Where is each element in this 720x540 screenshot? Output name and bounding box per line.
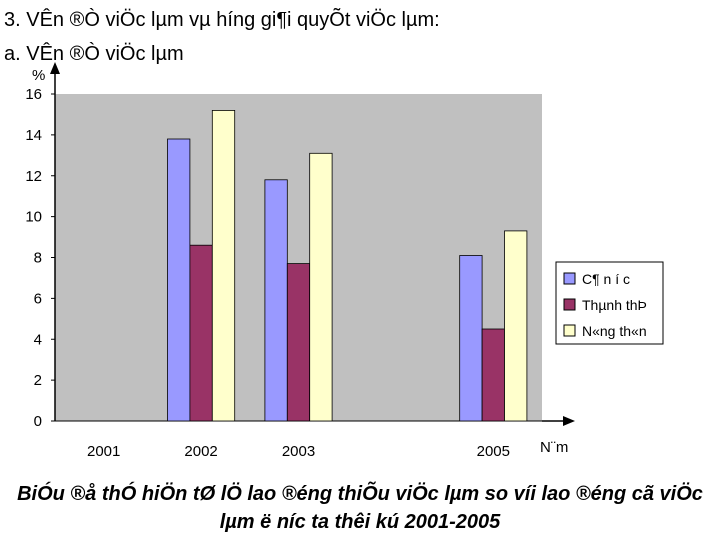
x-tick-label: 2001 — [87, 443, 120, 460]
legend-swatch — [563, 324, 576, 337]
bar-3-5 — [504, 230, 528, 422]
bar-1-5 — [459, 255, 483, 422]
bar-1-3 — [264, 179, 288, 422]
bar-1-2 — [167, 138, 191, 422]
y-tick-label: 10 — [25, 209, 42, 226]
x-tick-label: 2003 — [282, 443, 315, 460]
y-tick-label: 16 — [25, 86, 42, 103]
y-tick-label: 12 — [25, 168, 42, 185]
bar-2-2 — [189, 244, 213, 422]
bar-2-5 — [481, 328, 505, 422]
y-tick-label: 4 — [34, 331, 42, 348]
y-tick-label: 8 — [34, 250, 42, 267]
slide-heading: 3. VÊn ®Ò viÖc lµm vµ h­íng gi¶i quyÕt v… — [4, 9, 440, 31]
legend-label: Thµnh thÞ — [582, 297, 647, 313]
legend-label: N«ng th«n — [582, 323, 647, 339]
bar-3-2 — [211, 110, 236, 422]
y-axis-arrow — [50, 62, 60, 74]
y-tick-label: 2 — [34, 372, 42, 389]
section-heading: a. VÊn ®Ò viÖc lµm — [4, 43, 184, 65]
x-axis-label: N¨m — [540, 439, 568, 456]
y-tick-label: 0 — [34, 413, 42, 430]
y-tick-label: 6 — [34, 290, 42, 307]
x-axis-arrow — [563, 416, 575, 426]
chart-caption: BiÓu ®å thÓ hiÖn tØ lÖ lao ®éng thiÕu vi… — [17, 483, 703, 533]
x-tick-label: 2002 — [184, 443, 217, 460]
y-axis-label: % — [32, 67, 45, 84]
legend: C¶ n­ í c Thµnh thÞ N«ng th«n — [555, 261, 664, 345]
bar-2-3 — [286, 263, 311, 422]
bar-chart: 0 2 4 6 8 10 12 14 16 2001 2002 2003 2005 % N¨m C¶ … — [25, 62, 664, 460]
legend-swatch — [563, 272, 576, 285]
x-tick-label: 2005 — [477, 443, 510, 460]
y-tick-label: 14 — [25, 127, 42, 144]
bar-3-3 — [309, 152, 333, 422]
legend-label: C¶ n­ í c — [582, 271, 630, 287]
legend-swatch — [563, 298, 576, 311]
